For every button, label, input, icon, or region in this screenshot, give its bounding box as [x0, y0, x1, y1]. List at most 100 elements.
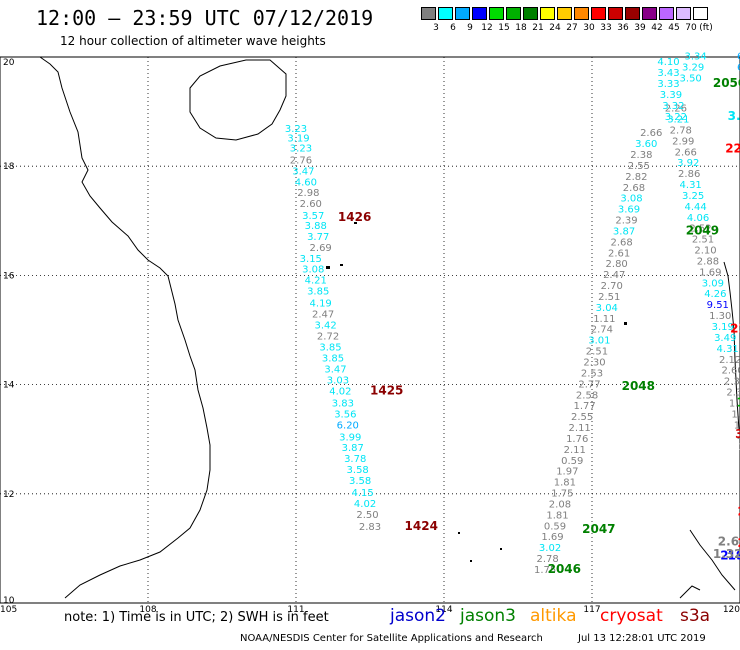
legend-swatch — [608, 7, 623, 20]
wave-height-value: 3.02 — [539, 543, 561, 554]
legend-swatch — [642, 7, 657, 20]
legend-label: 27 — [566, 23, 578, 33]
map-title: 12:00 — 23:59 UTC 07/12/2019 — [36, 6, 374, 30]
vietnam-coastline — [39, 56, 211, 599]
wave-height-value: 2.68 — [610, 237, 632, 248]
wave-height-value: 3.19 — [287, 134, 309, 145]
wave-height-value: 1.77 — [573, 401, 595, 412]
wave-height-value: 1.75 — [729, 398, 740, 409]
mission-altika: altika — [530, 606, 577, 626]
wave-height-value: 2.77 — [739, 442, 740, 453]
legend-label: 18 — [515, 23, 527, 33]
legend-label: 12 — [481, 23, 493, 33]
legend-label: 42 — [651, 23, 663, 33]
altimeter-tracks: 3.233.193.232.763.474.602.982.603.573.88… — [285, 52, 740, 576]
wave-height-value: 3.19 — [712, 322, 734, 333]
wave-height-value: 2.72 — [317, 331, 339, 342]
wave-height-value: 2.38 — [630, 150, 652, 161]
track-t7: 3.343.293.50 6.56.2 — [680, 52, 740, 85]
wave-height-value: 3.58 — [349, 476, 371, 487]
map-frame-group — [0, 56, 740, 604]
wave-height-value: 3.88 — [305, 221, 327, 232]
wave-height-value: 2.37 — [726, 388, 740, 399]
mission-jason3: jason3 — [460, 606, 516, 626]
wave-height-value: 3.43 — [657, 68, 679, 79]
wave-height-value: 3.49 — [714, 333, 736, 344]
mission-s3a: s3a — [680, 606, 711, 626]
wave-height-value: 2.74 — [591, 325, 613, 336]
wave-height-value: 3.33 — [657, 79, 679, 90]
island-1 — [354, 222, 357, 224]
wave-height-value: 2.78 — [536, 554, 558, 565]
wave-height-value: 3.42 — [314, 320, 336, 331]
pass-time-label: 2047 — [582, 522, 615, 536]
pass-time-label: 2.66 — [718, 535, 740, 549]
wave-height-value: 1.72 — [731, 409, 740, 420]
legend-label: 70 — [685, 23, 697, 33]
track-t4: 1.971.811.752.081.810.591.693.022.781.75 — [534, 467, 578, 576]
wave-height-value: 2.61 — [608, 248, 630, 259]
wave-height-value: 2.47 — [603, 270, 625, 281]
wave-height-value: 1.47 — [734, 420, 740, 431]
legend-label: 9 — [467, 23, 473, 33]
wave-height-value: 4.06 — [687, 213, 709, 224]
wave-height-value: 3.08 — [620, 194, 642, 205]
wave-height-value: 6.5 — [737, 52, 740, 63]
wave-height-value: 9.51 — [707, 300, 729, 311]
pass-time-label: 191 — [728, 548, 740, 562]
axis-labels: 105 108 111 114 117 120 10 12 14 16 18 20 — [0, 58, 740, 615]
track-t1: 3.233.193.232.763.474.602.982.603.573.88… — [285, 124, 332, 254]
lat-tick-label: 10 — [3, 596, 15, 606]
wave-height-value: 3.85 — [307, 287, 329, 298]
wave-height-value: 2.60 — [721, 366, 740, 377]
lat-tick-label: 16 — [3, 271, 15, 281]
pass-time-label: 2 — [720, 548, 728, 562]
wave-height-value: 3.15 — [300, 254, 322, 265]
wave-height-value: 2.52 — [689, 224, 711, 235]
pass-time-labels: 1426142514242050204920482047204622242223… — [338, 76, 740, 576]
wave-height-value: 2.47 — [312, 309, 334, 320]
pass-time-label: 22 — [738, 536, 740, 550]
legend-label: 39 — [634, 23, 646, 33]
wave-height-value: 4.02 — [354, 499, 376, 510]
track-t6: 4.103.433.333.393.323.22 — [657, 57, 687, 123]
map-subtitle: 12 hour collection of altimeter wave hei… — [60, 34, 326, 48]
wave-height-value: 1.69 — [699, 267, 721, 278]
lat-tick-label: 14 — [3, 381, 15, 391]
lon-tick-label: 111 — [287, 605, 304, 615]
lat-tick-label: 12 — [3, 490, 14, 500]
wave-height-value: 2.58 — [576, 390, 598, 401]
wave-height-value: 2.55 — [628, 161, 650, 172]
wave-height-value: 2.11 — [564, 445, 586, 456]
wave-height-value: 3.32 — [662, 101, 684, 112]
wave-height-value: 3.99 — [339, 432, 361, 443]
legend-swatch — [455, 7, 470, 20]
wave-height-value: 3.69 — [618, 205, 640, 216]
pass-time-label: 2046 — [548, 562, 581, 576]
wave-height-value: 1.81 — [546, 510, 568, 521]
wave-height-value: 4.31 — [680, 180, 702, 191]
wave-height-value: 3.87 — [613, 226, 635, 237]
pass-time-label: 3.5 — [728, 109, 740, 123]
luzon-coastline — [723, 261, 740, 431]
wave-height-value: 2.77 — [578, 379, 600, 390]
wave-height-value: 3.85 — [322, 354, 344, 365]
wave-height-value: 2.66 — [640, 128, 662, 139]
legend-swatch — [506, 7, 521, 20]
wave-height-value: 2.78 — [670, 125, 692, 136]
wave-height-value: 3.47 — [292, 166, 314, 177]
wave-height-value: 2.33 — [724, 377, 740, 388]
pass-time-label: 1425 — [370, 383, 403, 397]
wave-height-value: 2.55 — [571, 412, 593, 423]
lon-tick-label: 105 — [0, 605, 17, 615]
lon-tick-label: 114 — [435, 605, 452, 615]
lat-lon-grid — [0, 57, 740, 603]
wave-height-value: 1.75 — [551, 489, 573, 500]
wave-height-value: 2.69 — [310, 243, 332, 254]
wave-height-value: 2.60 — [300, 199, 322, 210]
wave-height-value: 3.29 — [682, 63, 704, 74]
pass-time-label: 1424 — [405, 519, 438, 533]
wave-height-value: 2.76 — [290, 155, 312, 166]
wave-height-value: 2.82 — [625, 172, 647, 183]
map-frame — [0, 56, 740, 604]
